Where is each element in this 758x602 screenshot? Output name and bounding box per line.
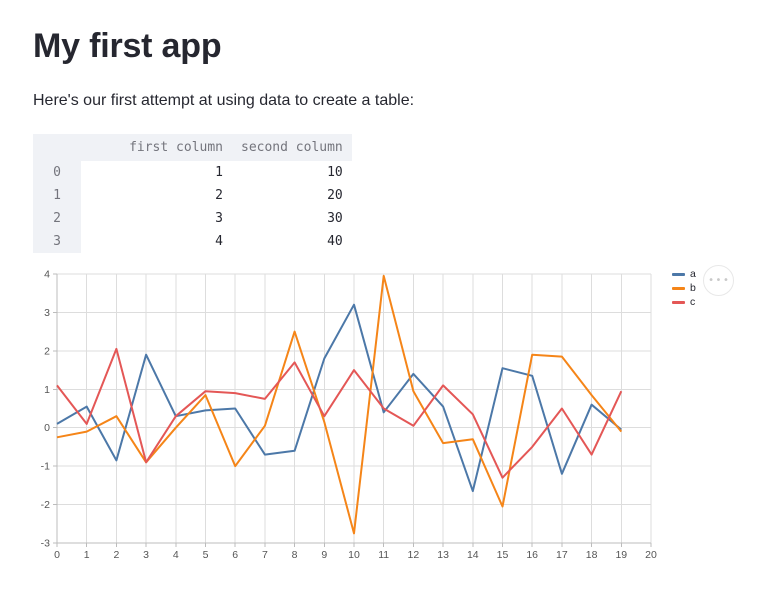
data-table: first column second column 0 1 10 1 2 20 2 3 30 3…: [33, 134, 352, 254]
svg-text:19: 19: [615, 549, 627, 561]
svg-text:0: 0: [44, 423, 50, 435]
svg-text:1: 1: [44, 384, 50, 396]
svg-text:9: 9: [321, 549, 327, 561]
y-axis: -3 -2 -1 0 1 2 3 4: [41, 269, 58, 550]
svg-text:-1: -1: [41, 461, 50, 473]
svg-text:3: 3: [44, 307, 50, 319]
legend-label: c: [690, 296, 696, 309]
app-root: My first app Here's our first attempt at…: [33, 27, 758, 565]
intro-text: Here's our first attempt at using data t…: [33, 92, 415, 110]
svg-text:16: 16: [526, 549, 538, 561]
legend-swatch-icon: [672, 287, 685, 290]
svg-text:20: 20: [645, 549, 657, 561]
svg-text:7: 7: [262, 549, 268, 561]
table-row: 0 1 10: [33, 161, 352, 185]
svg-text:2: 2: [44, 346, 50, 358]
table-cell: 10: [327, 165, 343, 181]
ellipsis-icon: •••: [708, 274, 731, 286]
table-col-header-first: first column: [81, 134, 232, 162]
line-chart: 0 1 2 3 4 5 6 7 8 9 10 11 12 13 14 15 16 17 18 19 20 -3 -2 -1 0 1…: [33, 265, 758, 565]
legend-swatch-icon: [672, 273, 685, 276]
svg-text:4: 4: [44, 269, 50, 281]
x-axis: 0 1 2 3 4 5 6 7 8 9 10 11 12 13 14 15 16 17 18 19 20: [54, 542, 657, 561]
row-index-cell: 1: [33, 184, 81, 208]
table-cell: 4: [215, 234, 223, 250]
chart-svg: 0 1 2 3 4 5 6 7 8 9 10 11 12 13 14 15 16 17 18 19 20-3-2-101…: [41, 269, 657, 562]
table-cell: 1: [215, 165, 223, 181]
svg-text:-3: -3: [41, 538, 50, 550]
page-title: My first app: [33, 27, 222, 65]
legend-label: a: [690, 268, 696, 281]
svg-text:10: 10: [348, 549, 360, 561]
svg-text:17: 17: [556, 549, 568, 561]
table-cell: 3: [215, 211, 223, 227]
legend-label: b: [690, 282, 696, 295]
svg-text:12: 12: [408, 549, 420, 561]
chart-actions-button[interactable]: •••: [703, 265, 734, 297]
svg-text:6: 6: [232, 549, 238, 561]
table-cell: 2: [215, 188, 223, 204]
svg-text:0: 0: [54, 549, 60, 561]
legend-item-a: a: [672, 269, 696, 279]
svg-text:14: 14: [467, 549, 479, 561]
data-table-header: first column second column: [33, 134, 352, 162]
legend-item-b: b: [672, 283, 696, 293]
legend-item-c: c: [672, 297, 696, 307]
svg-text:18: 18: [586, 549, 598, 561]
series-line-a: [56, 304, 622, 493]
svg-text:13: 13: [437, 549, 449, 561]
row-index-cell: 2: [33, 207, 81, 231]
line-chart-canvas: 0 1 2 3 4 5 6 7 8 9 10 11 12 13 14 15 16 17 18 19 20 -3 -2 -1 0 1…: [33, 265, 758, 563]
legend-swatch-icon: [672, 301, 685, 304]
table-cell: 30: [327, 211, 343, 227]
table-cell: 40: [327, 234, 343, 250]
svg-text:8: 8: [292, 549, 298, 561]
svg-text:15: 15: [497, 549, 509, 561]
table-col-header-second: second column: [232, 134, 352, 162]
svg-text:1: 1: [84, 549, 90, 561]
svg-text:-2: -2: [41, 499, 50, 511]
table-row: 3 4 40: [33, 230, 352, 254]
row-index-cell: 3: [33, 230, 81, 254]
series-line-c: [56, 348, 623, 480]
svg-text:2: 2: [113, 549, 119, 561]
table-row: 1 2 20: [33, 184, 352, 208]
svg-text:4: 4: [173, 549, 179, 561]
series-line-b: [56, 275, 623, 535]
svg-text:11: 11: [378, 549, 389, 561]
svg-text:5: 5: [203, 549, 209, 561]
table-corner-cell: [33, 134, 81, 162]
row-index-cell: 0: [33, 161, 81, 185]
svg-text:3: 3: [143, 549, 149, 561]
table-row: 2 3 30: [33, 207, 352, 231]
table-cell: 20: [327, 188, 343, 204]
data-table-body: 0 1 10 1 2 20 2 3 30 3 4 40: [33, 161, 352, 254]
